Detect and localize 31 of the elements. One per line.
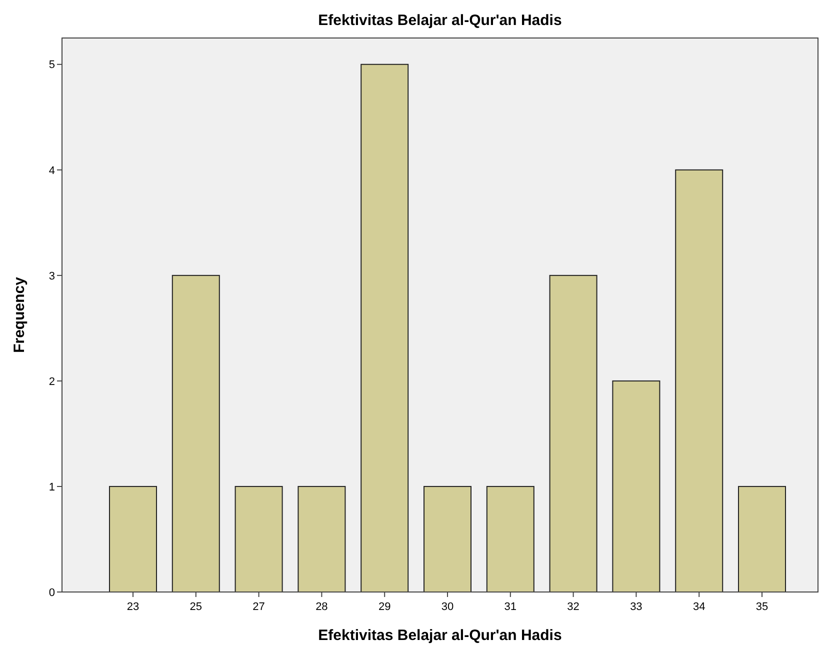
y-tick-label: 2 [48,376,55,388]
x-tick-label: 23 [126,601,140,613]
y-tick-label: 3 [48,270,55,282]
bar [549,274,598,592]
bar [172,274,220,592]
y-axis-title: Frequency [11,276,28,353]
x-tick-label: 33 [630,601,642,613]
x-tick-label: 28 [316,601,328,613]
y-tick-label: 1 [48,481,55,494]
x-tick-label: 29 [378,601,391,613]
bar [298,486,346,592]
x-axis-title: Efektivitas Belajar al-Qur'an Hadis [318,627,562,644]
x-tick-label: 30 [441,601,454,613]
x-tick-label: 27 [252,601,265,613]
x-tick-label: 34 [692,601,706,613]
x-tick-label: 32 [567,601,580,613]
x-tick-label: 25 [190,601,202,613]
bar [109,486,157,592]
x-tick-label: 35 [756,601,768,613]
bar [675,169,724,592]
bar [612,380,660,592]
bar [424,486,472,592]
bar [360,64,409,592]
x-tick-label: 31 [504,601,517,613]
chart-title: Efektivitas Belajar al-Qur'an Hadis [318,12,562,29]
y-tick-label: 5 [48,59,55,72]
bar [738,486,786,592]
y-tick-label: 4 [48,164,55,177]
bar [234,486,283,592]
bar [486,486,534,592]
y-tick-label: 0 [48,586,55,599]
